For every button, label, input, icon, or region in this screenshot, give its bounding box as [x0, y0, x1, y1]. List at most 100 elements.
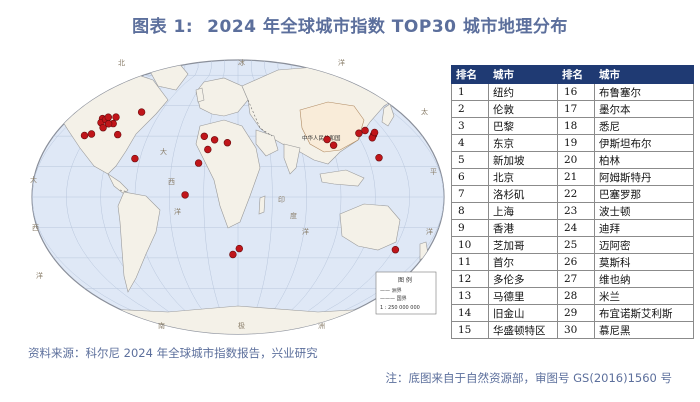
table-row: 4 东京 19 伊斯坦布尔: [451, 134, 694, 152]
city-cell: 上海: [488, 202, 558, 220]
city-marker: [229, 250, 237, 259]
city-cell: 伊斯坦布尔: [594, 134, 694, 152]
ocean-label: 洋: [174, 207, 181, 216]
city-marker: [204, 145, 212, 154]
rank-cell: 29: [557, 304, 595, 322]
city-marker: [137, 108, 146, 116]
city-cell: 墨尔本: [594, 100, 694, 118]
city-cell: 东京: [488, 134, 558, 152]
table-row: 6 北京 21 阿姆斯特丹: [451, 168, 694, 186]
city-marker: [113, 130, 122, 139]
ocean-label: 冰: [238, 58, 245, 67]
ocean-label: 洋: [338, 58, 345, 67]
table-row: 13 马德里 28 米兰: [451, 287, 694, 305]
city-cell: 阿姆斯特丹: [594, 168, 694, 186]
city-marker: [104, 113, 113, 121]
column-header-rank: 排名: [557, 65, 595, 84]
rank-cell: 28: [557, 287, 595, 305]
city-cell: 纽约: [488, 83, 558, 101]
city-cell: 旧金山: [488, 304, 558, 322]
ocean-label: 极: [238, 321, 245, 330]
continent-africa: [195, 119, 261, 229]
city-marker: [323, 135, 331, 144]
rank-cell: 8: [451, 202, 489, 220]
city-marker: [329, 141, 338, 149]
figure-title-text: 2024 年全球城市指数 TOP30 城市地理分布: [207, 17, 568, 37]
rank-cell: 12: [451, 270, 489, 288]
region-arabia: [255, 129, 279, 157]
country-label-china: 中华人民共和国: [302, 134, 341, 142]
rank-cell: 11: [451, 253, 489, 271]
city-cell: 迈阿密: [594, 236, 694, 254]
continental-boundary: [119, 189, 129, 193]
rank-cell: 19: [557, 134, 595, 152]
column-header-city: 城市: [488, 65, 558, 84]
city-cell: 马德里: [488, 287, 558, 305]
figure-title: 图表 1: 2024 年全球城市指数 TOP30 城市地理分布: [0, 12, 700, 37]
ocean-label: 太: [421, 107, 428, 116]
region-india: [283, 143, 301, 175]
figure-number: 图表 1:: [132, 17, 194, 37]
rank-cell: 6: [451, 168, 489, 186]
city-marker: [200, 132, 209, 141]
city-marker: [194, 159, 203, 167]
table-row: 8 上海 23 波士顿: [451, 202, 694, 220]
islands-southeast-asia: [319, 169, 365, 187]
legend-scale: 1 : 250 000 000: [380, 305, 420, 311]
continent-central-america: [107, 173, 129, 195]
city-cell: 巴黎: [488, 117, 558, 135]
island-madagascar: [258, 195, 266, 215]
city-marker: [375, 153, 383, 162]
rank-cell: 25: [557, 236, 595, 254]
rank-cell: 20: [557, 151, 595, 169]
city-cell: 慕尼黑: [594, 321, 694, 339]
table-row: 2 伦敦 17 墨尔本: [451, 100, 694, 118]
city-cell: 悉尼: [594, 117, 694, 135]
city-marker: [104, 120, 113, 128]
city-marker: [361, 126, 369, 135]
column-header-city: 城市: [594, 65, 694, 84]
continent-europe: [195, 77, 249, 117]
city-cell: 芝加哥: [488, 236, 558, 254]
city-cell: 首尔: [488, 253, 558, 271]
city-marker: [223, 138, 232, 147]
rank-cell: 14: [451, 304, 489, 322]
table-row: 1 纽约 16 布鲁塞尔: [451, 83, 694, 101]
source-note: 资料来源：科尔尼 2024 年全球城市指数报告，兴业研究: [28, 346, 318, 360]
ocean-label: 平: [430, 168, 437, 176]
ocean-label: 印: [278, 196, 285, 204]
world-map: 北 冰 洋 太 平 洋 大 西 洋 大 西 洋 印 度 洋 南 极 洲 中华人民…: [28, 56, 448, 338]
rank-cell: 24: [557, 219, 595, 237]
table-row: 3 巴黎 18 悉尼: [451, 117, 694, 135]
city-cell: 布鲁塞尔: [594, 83, 694, 101]
city-cell: 波士顿: [594, 202, 694, 220]
ocean-label: 北: [118, 59, 125, 67]
column-header-rank: 排名: [451, 65, 489, 84]
continent-australia: [339, 203, 401, 251]
world-map-svg: 北 冰 洋 太 平 洋 大 西 洋 大 西 洋 印 度 洋 南 极 洲 中华人民…: [30, 58, 445, 335]
table-header-row: 排名 城市 排名 城市: [451, 65, 694, 84]
city-cell: 布宜诺斯艾利斯: [594, 304, 694, 322]
ocean-label: 洋: [36, 271, 43, 280]
rank-cell: 10: [451, 236, 489, 254]
city-marker: [87, 130, 96, 138]
legend-item: —— 洲界: [380, 288, 402, 294]
table-row: 7 洛杉矶 22 巴塞罗那: [451, 185, 694, 203]
table-row: 11 首尔 26 莫斯科: [451, 253, 694, 271]
city-cell: 米兰: [594, 287, 694, 305]
table-row: 5 新加坡 20 柏林: [451, 151, 694, 169]
city-cell: 迪拜: [594, 219, 694, 237]
table-row: 14 旧金山 29 布宜诺斯艾利斯: [451, 304, 694, 322]
table-body: 1 纽约 16 布鲁塞尔 2 伦敦 17 墨尔本 3 巴黎 18 悉尼 4 东京 19 伊斯坦布尔 5 新加坡 20…: [451, 83, 694, 339]
legend-title: 图 例: [398, 276, 412, 284]
city-marker: [370, 128, 379, 137]
city-marker: [210, 136, 219, 144]
rank-cell: 2: [451, 100, 489, 118]
rank-cell: 22: [557, 185, 595, 203]
rank-cell: 16: [557, 83, 595, 101]
ocean-label: 洋: [426, 227, 433, 236]
rank-cell: 21: [557, 168, 595, 186]
map-legend: 图 例 —— 洲界 ——— 国界 1 : 250 000 000: [375, 271, 437, 315]
city-marker: [355, 129, 363, 137]
table-row: 12 多伦多 27 维也纳: [451, 270, 694, 288]
